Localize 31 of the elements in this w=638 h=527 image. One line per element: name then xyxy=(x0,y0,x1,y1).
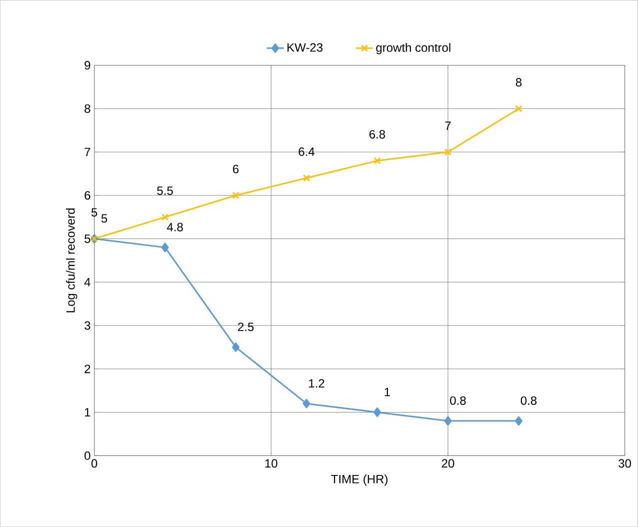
data-label: 1.2 xyxy=(309,379,324,388)
x-tick-label: 0 xyxy=(91,459,98,468)
y-axis-title: Log cfu/ml recoverd xyxy=(66,208,78,312)
y-tick-label: 2 xyxy=(84,364,90,374)
y-tick-label: 4 xyxy=(84,278,90,286)
legend-label: growth control xyxy=(376,43,450,54)
y-tick-label: 8 xyxy=(84,104,90,113)
data-label: 6.8 xyxy=(369,130,386,139)
y-tick-label: 7 xyxy=(84,148,90,156)
data-label: 5.5 xyxy=(157,186,173,196)
x-axis-title: TIME (HR) xyxy=(331,474,388,486)
x-tick-label: 10 xyxy=(265,459,278,468)
y-tick-label: 9 xyxy=(84,61,90,70)
x-tick-label: 20 xyxy=(442,459,454,468)
y-tick-label: 1 xyxy=(84,408,90,416)
data-label: 5 xyxy=(101,214,108,223)
data-label: 7 xyxy=(445,122,451,130)
x-tick-label: 30 xyxy=(618,459,632,468)
data-label: 6.4 xyxy=(298,147,314,156)
y-tick-label: 5 xyxy=(84,234,90,243)
data-label: 1 xyxy=(384,388,390,396)
y-tick-label: 0 xyxy=(84,451,90,460)
data-label: 2.5 xyxy=(238,322,254,332)
data-label: 0.8 xyxy=(450,396,466,405)
data-label: 4.8 xyxy=(166,222,183,232)
legend-label: KW-23 xyxy=(288,43,323,52)
y-tick-label: 3 xyxy=(84,321,90,330)
data-label: 8 xyxy=(516,78,522,87)
data-label: 6 xyxy=(233,164,239,174)
y-tick-label: 6 xyxy=(84,191,90,200)
data-label: 0.8 xyxy=(520,396,537,405)
